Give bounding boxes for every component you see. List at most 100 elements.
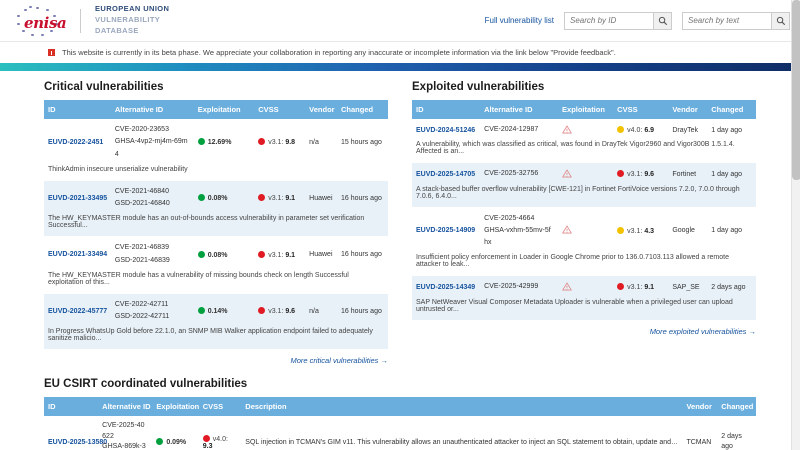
alt-id: CVE-2020-23653 <box>114 126 169 133</box>
warning-triangle-icon <box>562 125 572 134</box>
alt-id: CVE-2025-4664 <box>484 214 535 222</box>
critical-vulnerabilities-table: ID Alternative ID Exploitation CVSS Vend… <box>44 100 388 351</box>
row-id-cell: EUVD-2024-51246 <box>412 119 481 142</box>
col-header-vendor[interactable]: Vendor <box>305 100 337 119</box>
search-by-text-button[interactable] <box>771 12 789 29</box>
eu-stars-icon: enisa <box>14 5 67 37</box>
col-header-id[interactable]: ID <box>44 100 111 119</box>
row-changed: 2 days ago <box>707 275 756 299</box>
col-header-alternative-id[interactable]: Alternative ID <box>98 397 153 417</box>
table-row[interactable]: EUVD-2021-33495 CVE-2021-46840 GSD-2021-… <box>44 180 388 216</box>
col-header-alternative-id[interactable]: Alternative ID <box>480 100 559 119</box>
cvss-score: 9.8 <box>285 139 296 147</box>
col-header-cvss[interactable]: CVSS <box>254 100 306 119</box>
alt-id: GHSA-4vp2-mj4m-69m4 <box>114 138 188 158</box>
euvd-id-link[interactable]: EUVD-2024-51246 <box>416 126 476 134</box>
more-exploited-vulnerabilities-link[interactable]: More exploited vulnerabilities → <box>649 326 756 336</box>
more-critical-vulnerabilities-link[interactable]: More critical vulnerabilities → <box>290 356 388 366</box>
col-header-changed[interactable]: Changed <box>337 100 388 119</box>
row-vendor: n/a <box>305 119 337 166</box>
col-header-changed[interactable]: Changed <box>717 397 756 417</box>
euvd-id-link[interactable]: EUVD-2025-14349 <box>416 283 476 291</box>
table-row[interactable]: EUVD-2022-2451 CVE-2020-23653 GHSA-4vp2-… <box>44 119 388 166</box>
row-description: The HW_KEYMASTER module has a vulnerabil… <box>44 271 388 294</box>
table-header-row: ID Alternative ID Exploitation CVSS Vend… <box>44 100 388 119</box>
row-vendor: Huawei <box>305 236 337 272</box>
cvss-version: v3.1: <box>627 227 643 235</box>
header-actions: Full vulnerability list <box>484 11 790 30</box>
search-by-id-button[interactable] <box>653 12 671 29</box>
euvd-id-link[interactable]: EUVD-2021-33494 <box>48 251 108 258</box>
row-id-cell: EUVD-2025-14349 <box>412 275 481 299</box>
row-exploitation <box>558 275 614 299</box>
brand-logo[interactable]: enisa EUROPEAN UNION VULNERABILITY DATAB… <box>14 4 169 37</box>
table-row[interactable]: EUVD-2025-14909 CVE-2025-4664 GHSA-vxhm-… <box>412 207 756 255</box>
table-row[interactable]: EUVD-2025-14349 CVE-2025-42999 v3.1: 9.1 <box>412 275 756 299</box>
row-exploitation <box>558 119 614 142</box>
euvd-id-link[interactable]: EUVD-2025-13580 <box>48 438 108 446</box>
exploitation-value: 0.14% <box>207 308 228 315</box>
col-header-exploitation[interactable]: Exploitation <box>193 100 255 119</box>
row-alternative-ids: CVE-2025-32756 <box>480 162 559 186</box>
scrollbar-thumb[interactable] <box>792 0 800 180</box>
row-alternative-ids: CVE-2025-42999 <box>480 275 559 299</box>
exploited-table-body: EUVD-2024-51246 CVE-2024-12987 v4.0: 6.9 <box>412 119 756 321</box>
search-by-id-input[interactable] <box>565 12 653 29</box>
row-cvss: v3.1: 9.1 <box>254 236 306 272</box>
euvd-id-link[interactable]: EUVD-2021-33495 <box>48 194 108 202</box>
warning-triangle-icon <box>562 282 572 291</box>
status-dot-green <box>197 307 205 314</box>
cvss-version: v3.1: <box>268 251 284 259</box>
euvd-id-link[interactable]: EUVD-2022-2451 <box>48 138 104 146</box>
table-row[interactable]: EUVD-2025-13580 CVE-2025-40622 GHSA-869k… <box>44 416 756 450</box>
csirt-table-body: EUVD-2025-13580 CVE-2025-40622 GHSA-869k… <box>44 416 756 450</box>
row-vendor: n/a <box>305 293 337 329</box>
row-description: SAP NetWeaver Visual Composer Metadata U… <box>412 298 756 321</box>
status-dot-red <box>617 170 625 178</box>
exploited-section-title: Exploited vulnerabilities <box>412 81 545 93</box>
col-header-changed[interactable]: Changed <box>707 100 756 119</box>
col-header-vendor[interactable]: Vendor <box>682 397 718 417</box>
row-alternative-ids: CVE-2025-4664 GHSA-vxhm-55mv-5fhx <box>480 207 559 255</box>
row-changed: 1 day ago <box>707 162 756 186</box>
col-header-description[interactable]: Description <box>241 397 683 417</box>
col-header-exploitation[interactable]: Exploitation <box>152 397 199 417</box>
table-row[interactable]: EUVD-2025-14705 CVE-2025-32756 v3.1: 9.6 <box>412 162 756 186</box>
exploited-vulnerabilities-table: ID Alternative ID Exploitation CVSS Vend… <box>412 100 756 321</box>
row-id-cell: EUVD-2025-14909 <box>412 207 481 255</box>
table-row[interactable]: EUVD-2021-33494 CVE-2021-46839 GSD-2021-… <box>44 236 388 272</box>
row-description: A stack-based buffer overflow vulnerabil… <box>412 185 756 208</box>
row-exploitation: 0.14% <box>193 293 255 329</box>
table-row[interactable]: EUVD-2024-51246 CVE-2024-12987 v4.0: 6.9 <box>412 119 756 142</box>
search-icon <box>658 16 667 25</box>
page-scrollbar[interactable] <box>791 0 800 450</box>
table-description-row: The HW_KEYMASTER module has an out-of-bo… <box>44 215 388 238</box>
search-by-text-input[interactable] <box>683 12 771 29</box>
col-header-id[interactable]: ID <box>412 100 481 119</box>
gradient-divider <box>0 63 800 71</box>
alt-id: CVE-2025-32756 <box>484 170 539 178</box>
col-header-id[interactable]: ID <box>44 397 99 417</box>
table-row[interactable]: EUVD-2022-45777 CVE-2022-42711 GSD-2022-… <box>44 293 388 329</box>
row-cvss: v4.0: 9.3 <box>198 416 242 450</box>
euvd-id-link[interactable]: EUVD-2022-45777 <box>48 307 108 315</box>
col-header-cvss[interactable]: CVSS <box>613 100 669 119</box>
row-cvss: v3.1: 4.3 <box>613 207 669 255</box>
euvd-id-link[interactable]: EUVD-2025-14705 <box>416 170 476 178</box>
row-cvss: v3.1: 9.6 <box>254 293 306 329</box>
row-description: A vulnerability, which was classified as… <box>412 141 756 164</box>
col-header-alternative-id[interactable]: Alternative ID <box>110 100 194 119</box>
euvd-id-link[interactable]: EUVD-2025-14909 <box>416 227 476 235</box>
search-by-id-group <box>564 11 672 30</box>
status-dot-green <box>156 438 164 446</box>
full-vulnerability-list-link[interactable]: Full vulnerability list <box>484 16 554 25</box>
exploitation-value: 0.08% <box>207 195 228 202</box>
status-dot-red <box>258 138 266 146</box>
col-header-vendor[interactable]: Vendor <box>668 100 708 119</box>
col-header-exploitation[interactable]: Exploitation <box>558 100 614 119</box>
row-cvss: v3.1: 9.8 <box>254 119 306 166</box>
row-exploitation <box>558 162 614 186</box>
row-changed: 16 hours ago <box>337 236 388 272</box>
col-header-cvss[interactable]: CVSS <box>198 397 242 417</box>
warning-triangle-icon <box>562 225 572 234</box>
